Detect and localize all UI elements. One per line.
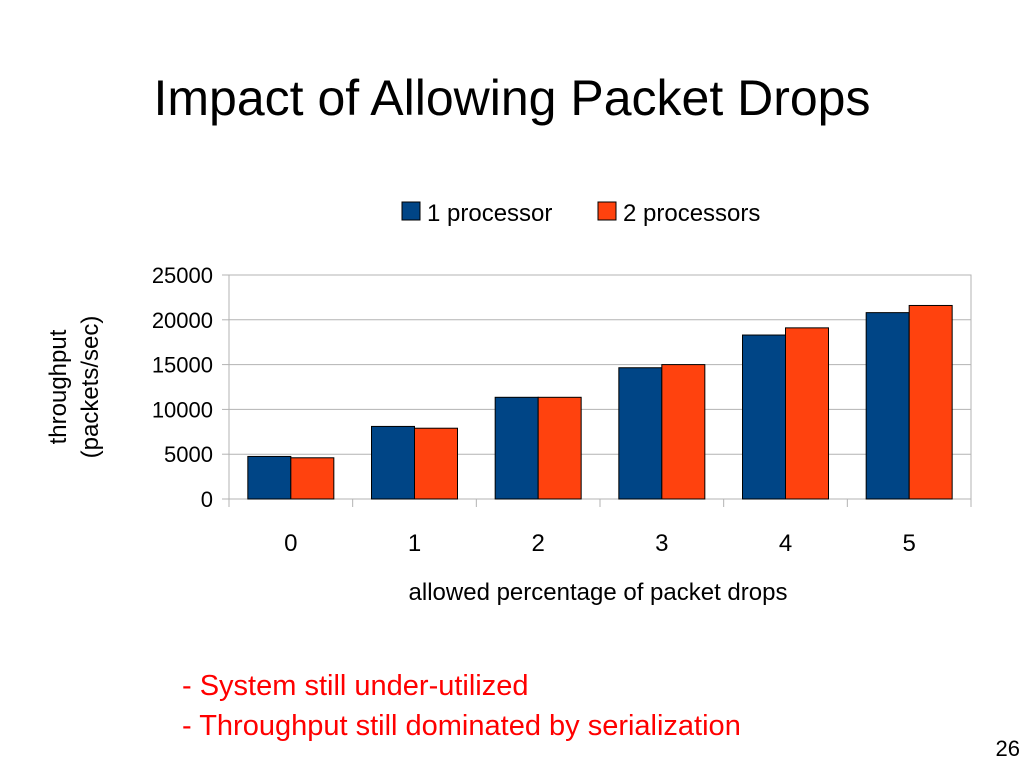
legend-label: 2 processors <box>623 200 760 227</box>
bar-two-processors <box>661 364 706 500</box>
bar-one-processor <box>371 425 415 500</box>
bar-one-processor <box>494 396 539 500</box>
x-axis-label: allowed percentage of packet drops <box>409 579 788 606</box>
bar-two-processors <box>908 304 953 500</box>
y-tick-label: 0 <box>201 487 213 512</box>
y-axis-label: throughput <box>45 329 72 444</box>
legend-swatch <box>597 201 617 221</box>
note-item: - Throughput still dominated by serializ… <box>182 710 741 742</box>
bar-two-processors <box>414 427 458 500</box>
notes-list: - System still under-utilized - Throughp… <box>182 666 741 746</box>
slide-number: 26 <box>995 736 1020 761</box>
bar-one-processor <box>742 334 786 500</box>
y-tick-label: 5000 <box>164 442 213 467</box>
note-item: - System still under-utilized <box>182 670 529 702</box>
plot-area <box>228 274 972 500</box>
legend-label: 1 processor <box>427 200 552 227</box>
x-tick-label: 1 <box>408 530 421 557</box>
bar-two-processors <box>537 396 582 500</box>
y-tick-label: 15000 <box>152 353 213 378</box>
bar-chart: 0 5000 10000 15000 20000 25000 0 1 2 3 4 5 allowed p… <box>45 200 972 606</box>
bar-one-processor <box>865 312 910 500</box>
y-tick-label: 20000 <box>152 308 213 333</box>
slide-title: Impact of Allowing Packet Drops <box>153 70 871 126</box>
bar-one-processor <box>618 367 663 500</box>
x-tick-label: 5 <box>902 530 915 557</box>
x-tick-label: 3 <box>655 530 668 557</box>
y-axis-label: (packets/sec) <box>77 316 104 459</box>
y-tick-label: 25000 <box>152 263 213 288</box>
x-tick-label: 4 <box>779 530 792 557</box>
bar-one-processor <box>247 455 292 500</box>
bar-two-processors <box>785 327 829 500</box>
x-tick-label: 2 <box>531 530 544 557</box>
bar-two-processors <box>290 457 335 500</box>
y-tick-label: 10000 <box>152 397 213 422</box>
legend-swatch <box>401 201 421 221</box>
x-tick-label: 0 <box>284 530 297 557</box>
